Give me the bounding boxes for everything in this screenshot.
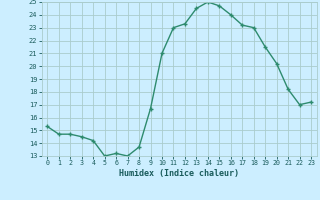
X-axis label: Humidex (Indice chaleur): Humidex (Indice chaleur) <box>119 169 239 178</box>
